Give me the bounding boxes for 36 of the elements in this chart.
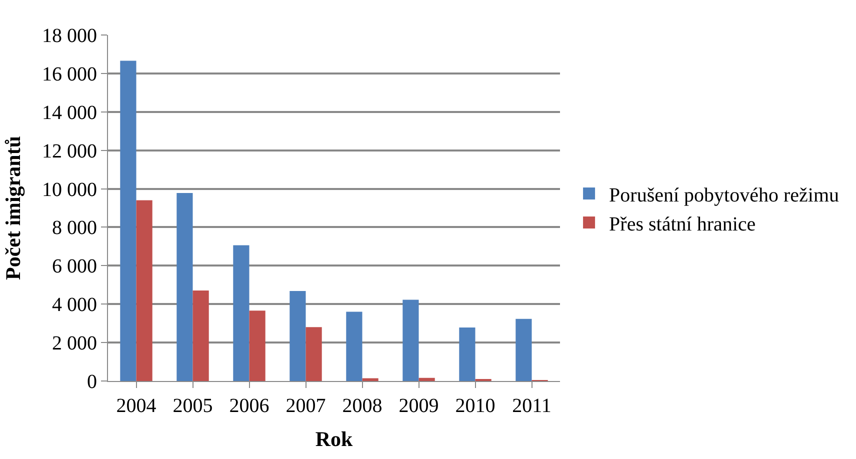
y-tick-label: 12 000 bbox=[42, 140, 97, 162]
y-axis-title: Počet imigrantů bbox=[1, 136, 26, 280]
bar bbox=[402, 300, 419, 381]
bar bbox=[346, 312, 362, 381]
x-tick-label: 2011 bbox=[512, 395, 552, 417]
x-tick-label: 2007 bbox=[286, 395, 326, 417]
bar bbox=[418, 378, 435, 381]
x-tick-label: 2004 bbox=[116, 395, 156, 417]
bar bbox=[136, 200, 152, 381]
bar bbox=[233, 245, 250, 381]
x-tick-label: 2006 bbox=[229, 395, 270, 417]
bar bbox=[459, 328, 476, 381]
y-tick-label: 14 000 bbox=[42, 102, 97, 124]
x-tick-label: 2009 bbox=[398, 395, 439, 417]
legend-label: Přes státní hranice bbox=[609, 213, 756, 236]
bar bbox=[249, 310, 266, 381]
x-tick-label: 2005 bbox=[172, 395, 213, 417]
y-tick-label: 4 000 bbox=[52, 294, 97, 316]
x-axis-title: Rok bbox=[315, 427, 353, 452]
y-tick-label: 0 bbox=[87, 371, 97, 393]
x-tick-label: 2008 bbox=[342, 395, 382, 417]
y-tick-label: 16 000 bbox=[42, 63, 97, 86]
bar bbox=[120, 60, 136, 381]
bar bbox=[306, 327, 322, 381]
bar bbox=[516, 318, 532, 381]
y-tick-label: 8 000 bbox=[52, 217, 97, 240]
y-tick-label: 18 000 bbox=[42, 25, 97, 47]
y-tick-label: 6 000 bbox=[52, 256, 97, 278]
legend-label: Porušení pobytového režimu bbox=[609, 184, 840, 206]
bar bbox=[176, 193, 193, 381]
bar bbox=[362, 378, 378, 381]
bar bbox=[290, 291, 306, 381]
x-tick-label: 2010 bbox=[455, 395, 496, 417]
y-tick-label: 2 000 bbox=[52, 332, 97, 355]
y-tick-label: 10 000 bbox=[42, 178, 97, 201]
bar bbox=[192, 290, 209, 381]
